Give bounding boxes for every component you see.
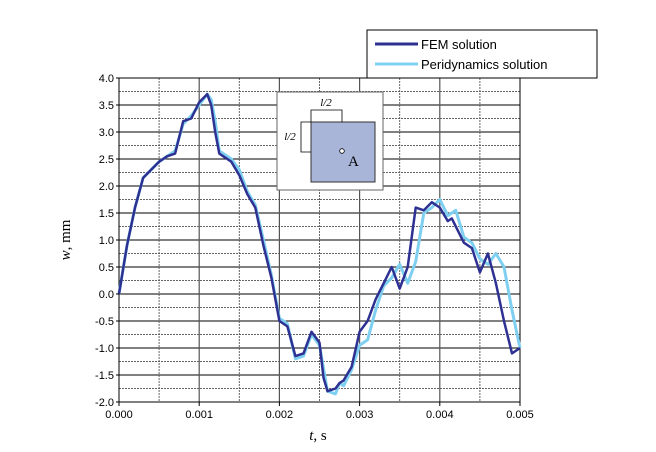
y-tick-label: 0.0 (99, 289, 114, 301)
y-axis-label: w, mm (58, 219, 74, 260)
legend: FEM solution Peridynamics solution (366, 29, 598, 79)
y-tick-label: 0.5 (99, 262, 114, 274)
y-tick-label: 1.0 (99, 235, 114, 247)
legend-label-peridynamics: Peridynamics solution (421, 57, 547, 72)
x-tick-label: 0.000 (105, 409, 133, 421)
inset-point-label: A (348, 154, 359, 170)
series-line-peridynamics (117, 92, 522, 396)
y-tick-label: 2.0 (99, 181, 114, 193)
grid (119, 78, 520, 402)
y-tick-label: 3.5 (99, 100, 114, 112)
x-tick-label: 0.002 (266, 409, 294, 421)
inset-dim-top-label: l/2 (320, 97, 332, 109)
y-tick-label: -2.0 (95, 397, 114, 409)
x-tick-label: 0.001 (185, 409, 213, 421)
legend-box (366, 29, 598, 79)
y-tick-label: -1.5 (95, 370, 114, 382)
inset-dim-top (310, 109, 343, 122)
y-tick-label: -1.0 (95, 343, 114, 355)
y-tick-label: 4.0 (99, 73, 114, 85)
x-tick-label: 0.005 (506, 409, 534, 421)
tick-labels: -2.0 -1.5 -1.0 -0.5 0.0 0.5 1.0 1.5 2.0 2.5 3.0 3.5… (95, 73, 534, 421)
y-tick-label: 2.5 (99, 154, 114, 166)
legend-label-fem: FEM solution (421, 37, 497, 52)
x-tick-label: 0.004 (426, 409, 454, 421)
inset-point-a (339, 148, 345, 154)
inset: l/2 l/2 A (276, 91, 384, 191)
inset-dim-left-label: l/2 (284, 131, 296, 143)
x-tick-label: 0.003 (346, 409, 374, 421)
y-tick-label: -0.5 (95, 316, 114, 328)
series-group (117, 92, 522, 396)
x-axis-label: t, s (309, 428, 327, 444)
series-line-fem (117, 92, 521, 393)
y-tick-label: 3.0 (99, 127, 114, 139)
inset-dim-left (300, 121, 311, 153)
y-tick-label: 1.5 (99, 208, 114, 220)
